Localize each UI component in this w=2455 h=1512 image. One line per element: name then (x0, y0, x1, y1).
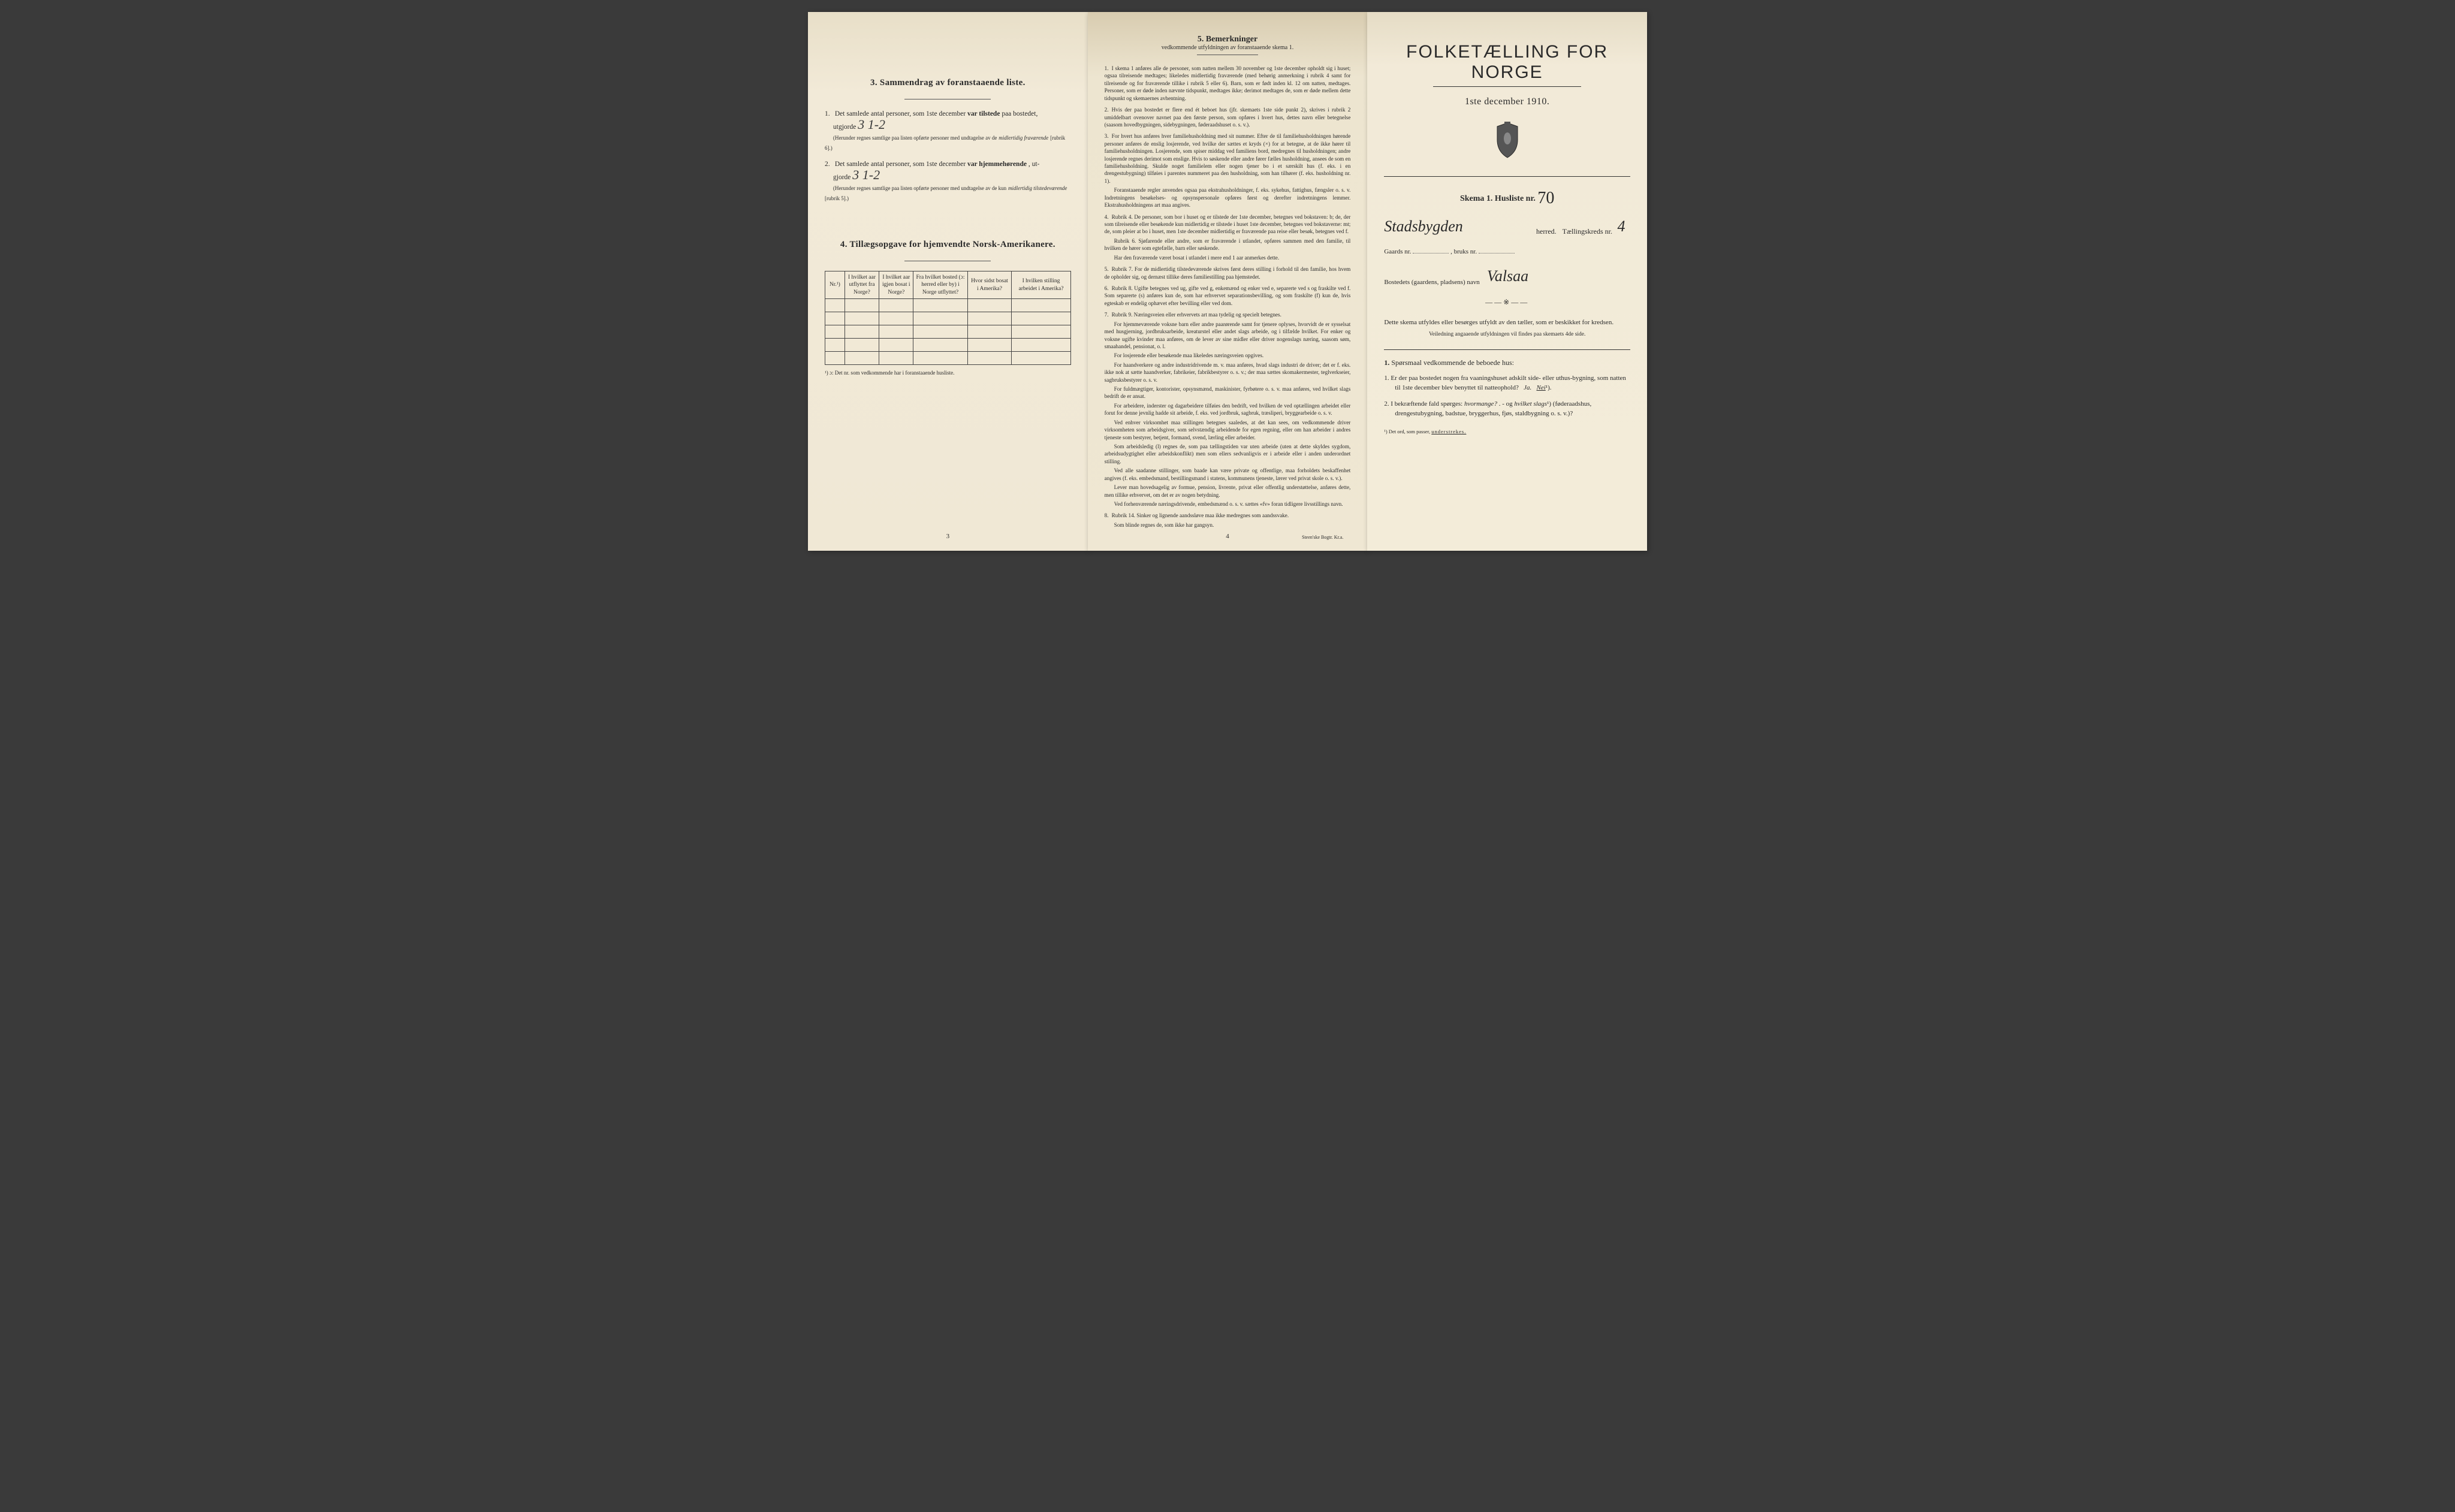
table-row (825, 352, 1071, 365)
spm1-ja: Ja. (1524, 384, 1531, 391)
th-col4: Fra hvilket bosted (ɔ: herred eller by) … (913, 271, 967, 299)
mid-divider (1384, 349, 1630, 350)
item2-note-end: [rubrik 5].) (825, 195, 849, 201)
th-col5: Hvor sidst bosat i Amerika? (967, 271, 1012, 299)
th-col2: I hvilket aar utflyttet fra Norge? (845, 271, 879, 299)
main-title: FOLKETÆLLING FOR NORGE (1384, 42, 1630, 83)
item1-text-a: Det samlede antal personer, som 1ste dec… (835, 110, 966, 117)
subtitle-date: 1ste december 1910. (1384, 96, 1630, 107)
crest-divider (1384, 176, 1630, 177)
herred-handwritten: Stadsbygden (1384, 218, 1536, 236)
bemerk-subtitle: vedkommende utfyldningen av foranstaaend… (1105, 44, 1351, 51)
footnote-underline: understrekes. (1431, 428, 1466, 434)
table-row (825, 312, 1071, 325)
taellingskreds-label: Tællingskreds nr. (1563, 227, 1612, 236)
crest-icon (1384, 122, 1630, 162)
spm1-sup: ¹). (1546, 384, 1552, 391)
bemerk-item-8: 8.Rubrik 14. Sinker og lignende aandsslø… (1105, 512, 1351, 529)
footnote-right: ¹) Det ord, som passer, understrekes. (1384, 428, 1630, 434)
spm-item-2: 2. I bekræftende fald spørges: hvormange… (1384, 399, 1630, 419)
th-col1: Nr.¹) (825, 271, 845, 299)
document-container: 3. Sammendrag av foranstaaende liste. 1.… (808, 12, 1647, 551)
item2: 2. Det samlede antal personer, som 1ste … (825, 159, 1071, 204)
item2-bold: var hjemmehørende (967, 161, 1027, 168)
spm2-italic2: hvilket slags (1514, 400, 1547, 408)
instruction2: Veiledning angaaende utfyldningen vil fi… (1384, 331, 1630, 337)
page-number-left: 3 (946, 533, 950, 540)
item1: 1. Det samlede antal personer, som 1ste … (825, 109, 1071, 153)
section3-title: 3. Sammendrag av foranstaaende liste. (825, 78, 1071, 88)
herred-label: herred. (1536, 227, 1557, 236)
bemerk-item-7: 7.Rubrik 9. Næringsveien eller erhvervet… (1105, 311, 1351, 508)
amerikanere-table: Nr.¹) I hvilket aar utflyttet fra Norge?… (825, 271, 1071, 365)
bemerk-item-2: 2.Hvis der paa bostedet er flere end ét … (1105, 106, 1351, 128)
spm-heading: 1. Spørsmaal vedkommende de beboede hus: (1384, 358, 1630, 367)
decorative-separator: ――※―― (1384, 298, 1630, 307)
spm2-num: 2. (1384, 400, 1389, 408)
spm1-num: 1. (1384, 375, 1389, 382)
item1-note: (Herunder regnes samtlige paa listen opf… (833, 135, 997, 141)
item1-bold: var tilstede (967, 110, 1000, 117)
bemerk-item-6: 6.Rubrik 8. Ugifte betegnes ved ug, gift… (1105, 285, 1351, 307)
item2-text-b: , ut- (1029, 161, 1040, 168)
bemerkninger-list: 1.I skema 1 anføres alle de personer, so… (1105, 65, 1351, 529)
th-col6: I hvilken stilling arbeidet i Amerika? (1012, 271, 1070, 299)
skema-handwritten: 70 (1537, 189, 1554, 207)
section4-title: 4. Tillægsopgave for hjemvendte Norsk-Am… (825, 240, 1071, 250)
item1-num: 1. (825, 109, 833, 119)
gaards-label: Gaards nr. (1384, 248, 1411, 255)
herred-line: Stadsbygden herred. Tællingskreds nr. 4 (1384, 218, 1630, 236)
spm2-sup: ¹) (1547, 400, 1551, 408)
bosted-line: Bostedets (gaardens, pladsens) navn Vals… (1384, 267, 1630, 286)
page-right: FOLKETÆLLING FOR NORGE 1ste december 191… (1367, 12, 1647, 551)
page-number-center: 4 (1226, 533, 1229, 540)
taellingskreds-handwritten: 4 (1612, 218, 1630, 236)
bemerk-item-5: 5.Rubrik 7. For de midlertidig tilstedev… (1105, 265, 1351, 280)
bemerk-title: 5. Bemerkninger (1105, 35, 1351, 44)
skema-line: Skema 1. Husliste nr. 70 (1384, 186, 1630, 206)
spm2-text-b: . - og (1499, 400, 1513, 408)
spm-title-num: 1. (1384, 358, 1389, 367)
footnote-text: ¹) Det ord, som passer, (1384, 428, 1430, 434)
bemerk-item-1: 1.I skema 1 anføres alle de personer, so… (1105, 65, 1351, 102)
item1-text-b: paa bostedet, (1002, 110, 1038, 117)
bosted-handwritten: Valsaa (1487, 267, 1630, 286)
table-row (825, 299, 1071, 312)
item2-text-a: Det samlede antal personer, som 1ste dec… (835, 161, 966, 168)
gaards-line: Gaards nr. , bruks nr. (1384, 248, 1630, 255)
bosted-label: Bostedets (gaardens, pladsens) navn (1384, 279, 1479, 286)
item2-note-italic: midlertidig tilstedeværende (1008, 185, 1067, 191)
item2-note: (Herunder regnes samtlige paa listen opf… (833, 185, 1006, 191)
table-footnote: ¹) ɔ: Det nr. som vedkommende har i fora… (825, 370, 1071, 376)
bruks-label: , bruks nr. (1450, 248, 1477, 255)
table-row (825, 325, 1071, 339)
table-body (825, 299, 1071, 365)
item1-line2: utgjorde (833, 123, 856, 131)
item2-num: 2. (825, 159, 833, 170)
th-col3: I hvilket aar igjen bosat i Norge? (879, 271, 913, 299)
spm1-text: Er der paa bostedet nogen fra vaaningshu… (1391, 375, 1626, 392)
title-divider (1433, 86, 1581, 87)
spm1-nei: Nei (1536, 384, 1545, 391)
bemerk-item-3: 3.For hvert hus anføres hver familiehush… (1105, 132, 1351, 209)
spm2-text-a: I bekræftende fald spørges: (1391, 400, 1462, 408)
page-left: 3. Sammendrag av foranstaaende liste. 1.… (808, 12, 1088, 551)
table-row (825, 339, 1071, 352)
item1-handwritten: 3 1-2 (858, 119, 885, 130)
item2-handwritten: 3 1-2 (852, 170, 880, 180)
printer-mark: Steen'ske Bogtr. Kr.a. (1302, 535, 1343, 540)
spm-heading-text: Spørsmaal vedkommende de beboede hus: (1391, 358, 1514, 367)
bemerk-item-4: 4.Rubrik 4. De personer, som bor i huset… (1105, 213, 1351, 262)
page-center: 5. Bemerkninger vedkommende utfyldningen… (1088, 12, 1368, 551)
item1-note-italic: midlertidig fraværende (999, 135, 1048, 141)
item2-line2: gjorde (833, 174, 850, 181)
spm2-italic1: hvormange? (1464, 400, 1497, 408)
instruction1: Dette skema utfyldes eller besørges utfy… (1384, 318, 1630, 328)
skema-label: Skema 1. Husliste nr. (1460, 194, 1536, 203)
spm-item-1: 1. Er der paa bostedet nogen fra vaaning… (1384, 373, 1630, 393)
